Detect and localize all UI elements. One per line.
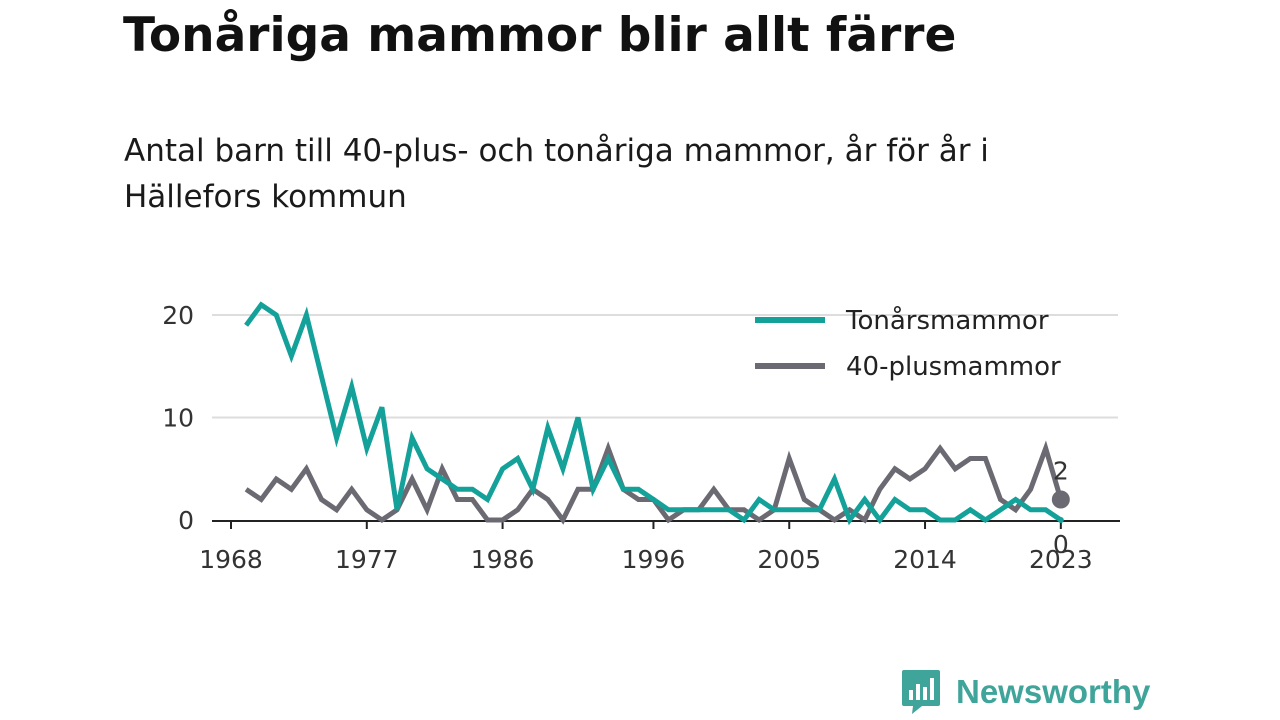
end-label-tonarsmammor: 0 <box>1053 530 1069 559</box>
x-tick-label: 1977 <box>335 545 399 574</box>
x-tick-label: 2005 <box>757 545 821 574</box>
y-axis-ticks: 0 10 20 <box>162 301 194 535</box>
end-point-40-plusmammor <box>1051 490 1070 509</box>
x-tick-label: 2023 <box>1029 545 1093 574</box>
chart-subtitle: Antal barn till 40-plus- och tonåriga ma… <box>124 133 989 215</box>
series-lines <box>244 301 1064 526</box>
newsworthy-logo-icon <box>902 670 940 714</box>
y-tick-label: 20 <box>162 301 194 330</box>
y-tick-label: 10 <box>162 404 194 433</box>
series-line-tonarsmammor <box>244 301 1063 526</box>
legend-label: 40-plusmammor <box>846 352 1061 382</box>
legend-label: Tonårsmammor <box>845 305 1049 336</box>
chart-title: Tonåriga mammor blir allt färre <box>123 8 957 63</box>
x-tick-label: 1986 <box>471 545 535 574</box>
end-labels: 20 <box>1051 457 1070 559</box>
series-line-40-plusmammor <box>244 440 1064 525</box>
y-tick-label: 0 <box>178 506 194 535</box>
newsworthy-logo: Newsworthy <box>900 668 1150 716</box>
brand-name: Newsworthy <box>956 673 1151 710</box>
x-axis: 1968 1977 1986 1996 2005 2014 2023 <box>199 520 1120 574</box>
gridlines <box>212 314 1118 419</box>
x-tick-label: 2014 <box>893 545 957 574</box>
x-tick-label: 1996 <box>622 545 686 574</box>
legend: Tonårsmammor 40-plusmammor <box>755 305 1061 382</box>
x-tick-label: 1968 <box>199 545 263 574</box>
end-label-40-plusmammor: 2 <box>1053 457 1069 486</box>
end-point-tonarsmammor <box>1057 517 1064 523</box>
